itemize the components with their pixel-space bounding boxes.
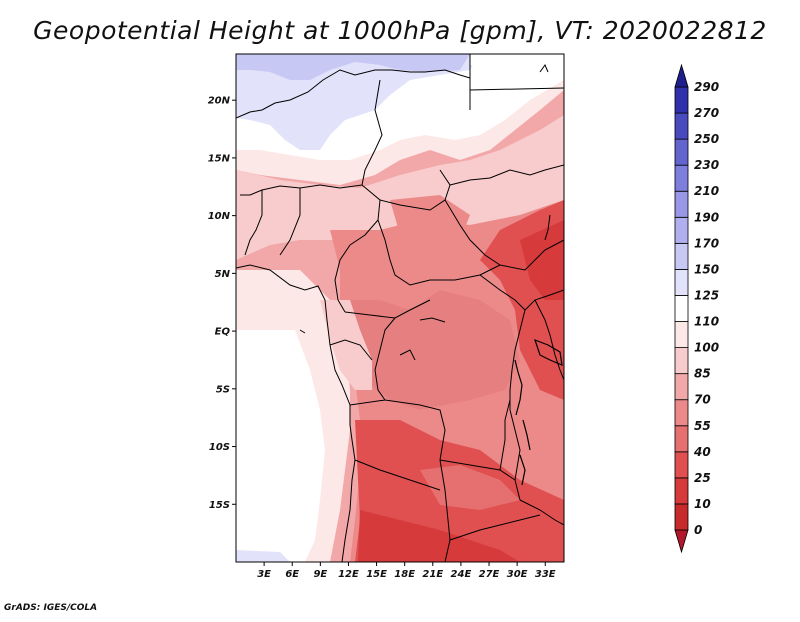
colorbar-level-label: 125: [694, 288, 719, 302]
colorbar-level-label: 25: [694, 471, 711, 485]
colorbar-level-label: 190: [694, 210, 719, 224]
country-borders: [236, 54, 564, 562]
colorbar-bin: [674, 242, 689, 270]
lon-tick-label: 24E: [451, 569, 472, 580]
colorbar-upper-triangle: [674, 63, 689, 88]
colorbar-level-label: 210: [694, 184, 719, 198]
lat-tick-label: 15N: [208, 153, 231, 164]
colorbar-level-label: 10: [694, 497, 711, 511]
colorbar-level-label: 170: [694, 236, 719, 250]
colorbar: 0 10 25 40 55 70 85 100 110 125 150 170 190 210 230 250…: [674, 63, 719, 554]
lat-tick-label: 10S: [209, 442, 230, 453]
colorbar-bin: [674, 399, 689, 427]
map-title: Geopotential Height at 1000hPa [gpm], VT…: [33, 16, 767, 45]
colorbar-level-label: 70: [694, 393, 711, 407]
lat-tick-label: 5S: [216, 384, 230, 395]
colorbar-bin: [674, 425, 689, 453]
colorbar-level-label: 290: [694, 80, 719, 94]
lon-tick-label: 21E: [422, 569, 443, 580]
lon-tick-label: 15E: [366, 569, 387, 580]
colorbar-level-label: 230: [694, 158, 719, 172]
colorbar-level-label: 270: [694, 106, 719, 120]
colorbar-level-label: 250: [694, 132, 719, 146]
field-shading: [236, 54, 564, 562]
longitude-axis: 3E 6E 9E 12E 15E 18E 21E 24E 27E 30E 33E: [257, 562, 556, 580]
colorbar-bin: [674, 164, 689, 192]
colorbar-bin: [674, 503, 689, 531]
grads-credit: GrADS: IGES/COLA: [4, 603, 98, 613]
map-frame: [235, 53, 565, 563]
lon-tick-label: 12E: [338, 569, 359, 580]
lat-tick-label: 15S: [209, 500, 230, 511]
colorbar-level-label: 0: [694, 523, 702, 537]
lat-tick-label: 20N: [208, 96, 231, 107]
lon-tick-label: 9E: [313, 569, 327, 580]
colorbar-bin: [674, 373, 689, 401]
colorbar-level-label: 110: [694, 315, 719, 329]
colorbar-bin: [674, 477, 689, 505]
colorbar-bin: [674, 347, 689, 375]
colorbar-lower-triangle: [674, 529, 689, 554]
colorbar-level-label: 55: [694, 419, 711, 433]
colorbar-level-label: 150: [694, 262, 719, 276]
colorbar-level-label: 85: [694, 367, 711, 381]
lon-tick-label: 18E: [394, 569, 415, 580]
lon-tick-label: 6E: [285, 569, 299, 580]
latitude-axis: 20N 15N 10N 5N EQ 5S 10S 15S: [208, 96, 236, 511]
lon-tick-label: 30E: [507, 569, 528, 580]
colorbar-bin: [674, 321, 689, 348]
colorbar-bin: [674, 216, 689, 244]
colorbar-bin: [674, 269, 689, 296]
colorbar-bin: [674, 295, 689, 322]
lon-tick-label: 3E: [257, 569, 271, 580]
lon-tick-label: 27E: [479, 569, 500, 580]
colorbar-level-label: 40: [693, 445, 711, 459]
lat-tick-label: 10N: [208, 211, 231, 222]
lon-tick-label: 33E: [535, 569, 556, 580]
colorbar-bin: [674, 112, 689, 140]
lat-tick-label: EQ: [215, 327, 231, 338]
colorbar-bin: [674, 190, 689, 218]
colorbar-level-label: 100: [694, 341, 719, 355]
colorbar-bin: [674, 451, 689, 479]
colorbar-bin: [674, 86, 689, 114]
lat-tick-label: 5N: [215, 269, 231, 280]
colorbar-bin: [674, 138, 689, 166]
